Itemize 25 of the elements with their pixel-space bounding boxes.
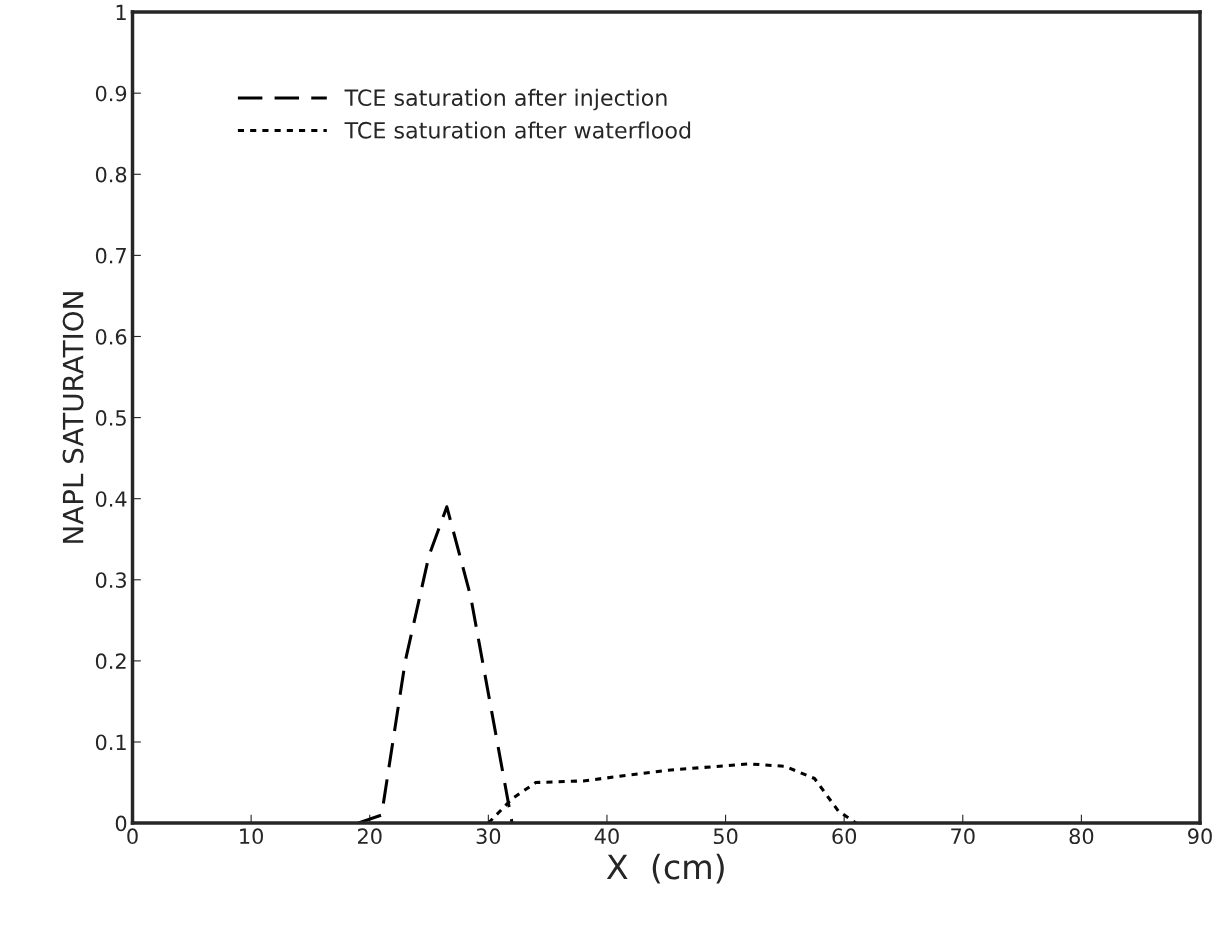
x-tick-label: 30 xyxy=(476,828,501,845)
y-tick-label: 0.6 xyxy=(95,328,127,345)
y-axis-title: NAPL SATURATION xyxy=(62,292,84,543)
x-tick-label: 40 xyxy=(594,828,619,845)
y-tick-label: 0.5 xyxy=(95,410,126,426)
y-tick-label: 0.2 xyxy=(95,653,126,670)
y-tick-label: 0.4 xyxy=(95,491,127,507)
y-tick-label: 0.9 xyxy=(95,85,127,102)
y-tick-label: 0.1 xyxy=(95,734,126,751)
x-tick-label: 20 xyxy=(358,828,382,845)
x-tick-label: 70 xyxy=(951,828,975,845)
y-tick-label: 0 xyxy=(115,815,127,832)
y-tick-label: 0.3 xyxy=(95,572,126,588)
x-tick-label: 60 xyxy=(832,828,857,845)
x-tick-label: 0 xyxy=(127,828,138,845)
y-tick-label: 0.7 xyxy=(95,247,126,264)
x-tick-label: 50 xyxy=(713,828,738,845)
y-tick-label: 0.8 xyxy=(95,166,127,183)
x-tick-label: 90 xyxy=(1188,828,1212,845)
x-tick-label: 10 xyxy=(240,828,263,845)
legend-label: TCE saturation after injection xyxy=(344,88,667,111)
x-tick-label: 80 xyxy=(1069,828,1094,845)
y-tick-label: 1 xyxy=(116,4,126,20)
legend-label: TCE saturation after waterflood xyxy=(344,121,691,139)
x-axis-title: X (cm) xyxy=(606,853,724,884)
